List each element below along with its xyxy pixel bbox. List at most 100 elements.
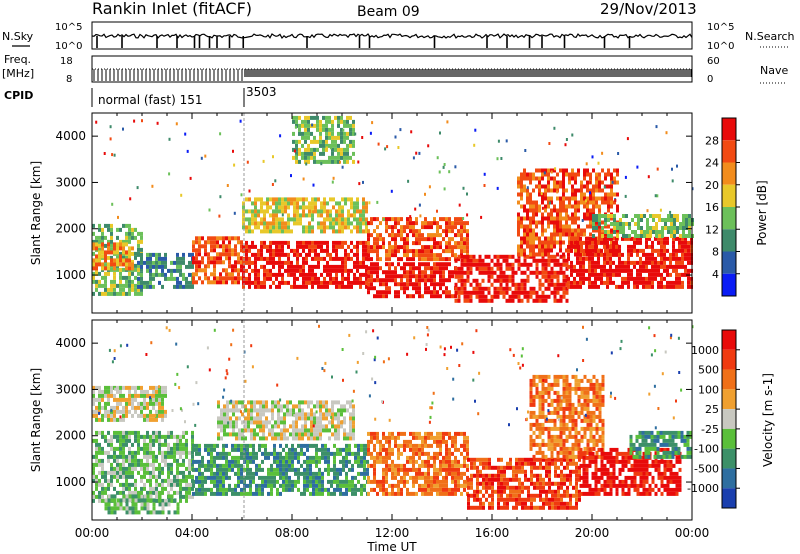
echo-cell <box>101 283 104 288</box>
echo-cell <box>589 200 592 205</box>
echo-cell <box>670 226 673 230</box>
echo-cell <box>331 135 334 140</box>
echo-cell <box>338 268 341 273</box>
echo-cell <box>517 262 521 267</box>
echo-cell <box>122 246 125 251</box>
echo-cell <box>101 397 104 402</box>
echo-cell <box>651 244 654 249</box>
echo-cell <box>406 257 409 262</box>
echo-cell <box>182 494 185 499</box>
echo-cell <box>269 272 272 277</box>
echo-cell <box>293 276 296 281</box>
echo-cell <box>231 443 234 448</box>
echo-cell <box>687 268 690 273</box>
echo-cell <box>520 286 524 291</box>
echo-cell <box>541 244 544 249</box>
echo-cell <box>595 226 598 230</box>
echo-cell <box>213 268 216 273</box>
echo-cell <box>134 478 137 483</box>
echo-cell <box>290 201 293 206</box>
echo-cell <box>213 260 216 265</box>
echo-cell <box>463 286 467 291</box>
echo-cell <box>541 248 544 253</box>
echo-cell <box>439 266 442 271</box>
echo-cell <box>131 430 134 435</box>
echo-cell <box>580 232 583 237</box>
echo-cell <box>615 240 618 245</box>
echo-cell <box>630 276 633 281</box>
echo-cell <box>125 482 128 487</box>
echo-cell <box>421 225 424 230</box>
echo-cell <box>559 254 563 259</box>
echo-cell <box>176 474 179 479</box>
echo-cell <box>687 252 690 257</box>
echo-cell <box>198 264 201 269</box>
echo-cell <box>303 479 306 484</box>
echo-cell <box>173 276 176 281</box>
echo-cell <box>291 479 294 484</box>
echo-cell <box>176 434 179 439</box>
echo-cell <box>535 290 539 295</box>
echo-cell <box>353 244 356 249</box>
echo-cell <box>238 432 241 437</box>
echo-cell <box>550 200 553 205</box>
echo-cell <box>603 260 606 265</box>
echo-cell <box>625 234 628 238</box>
echo-cell <box>131 502 135 507</box>
echo-cell <box>658 218 661 222</box>
echo-cell <box>412 221 415 226</box>
echo-cell <box>167 430 170 435</box>
echo-cell <box>116 227 119 232</box>
echo-cell <box>98 462 101 467</box>
echo-cell <box>185 446 188 451</box>
echo-cell <box>448 225 451 230</box>
echo-cell <box>304 119 307 124</box>
echo-cell <box>122 486 125 491</box>
echo-cell <box>116 498 120 503</box>
echo-cell <box>242 264 245 269</box>
echo-cell <box>353 276 356 281</box>
echo-cell <box>161 264 164 269</box>
echo-cell <box>249 475 252 480</box>
echo-cell <box>328 131 331 136</box>
echo-cell <box>365 221 368 226</box>
echo-cell <box>228 475 231 480</box>
echo-cell <box>448 245 451 250</box>
echo-cell <box>300 447 303 452</box>
echo-cell <box>379 237 382 242</box>
echo-cell <box>95 409 98 414</box>
echo-cell <box>589 196 592 201</box>
echo-cell <box>382 218 385 221</box>
echo-cell <box>627 260 630 265</box>
echo-cell <box>642 248 645 253</box>
echo-cell <box>285 475 288 480</box>
echo-cell <box>104 490 107 495</box>
echo-cell <box>107 287 110 292</box>
echo-cell <box>140 264 143 269</box>
echo-cell <box>288 475 291 480</box>
echo-cell <box>273 483 276 488</box>
echo-cell <box>257 209 260 214</box>
echo-cell <box>550 278 554 283</box>
echo-cell <box>201 491 204 496</box>
echo-cell <box>394 278 397 283</box>
echo-cell <box>570 260 573 265</box>
echo-cell <box>288 459 291 464</box>
echo-cell <box>278 244 281 249</box>
echo-cell <box>601 196 604 201</box>
echo-cell <box>92 393 95 398</box>
echo-cell <box>553 168 556 173</box>
echo-cell <box>304 151 307 156</box>
echo-cell <box>158 490 161 495</box>
echo-cell <box>152 490 155 495</box>
echo-cell <box>231 264 234 269</box>
echo-cell <box>341 284 344 289</box>
echo-cell <box>577 172 580 177</box>
echo-cell <box>667 230 670 234</box>
echo-cell <box>645 256 648 261</box>
echo-cell <box>110 417 113 422</box>
echo-cell <box>275 217 278 222</box>
echo-cell <box>445 221 448 226</box>
echo-cell <box>248 197 251 202</box>
echo-cell <box>134 235 137 240</box>
